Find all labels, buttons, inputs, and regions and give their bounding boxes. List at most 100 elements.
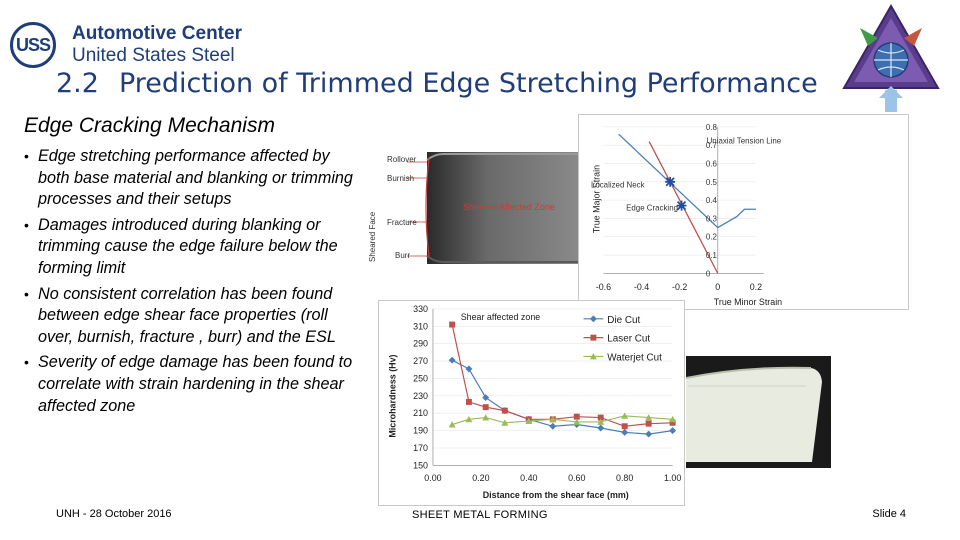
logo-line2: United States Steel — [72, 45, 235, 66]
hardness-x-tick: 0.40 — [520, 473, 537, 483]
triangle-marker — [525, 417, 533, 425]
major-point-label: Localized Neck — [591, 181, 645, 190]
sheared-edge-photo: Sheared Face Rollover Burnish Fracture B… — [368, 152, 580, 264]
diamond-marker — [589, 315, 597, 323]
microhardness-chart: 150 170 190 210 230 250 270 290 310 330 0.00 0.20 0.… — [378, 300, 685, 506]
sheared-face-label: Sheared Face — [368, 211, 377, 262]
triangle-marker — [448, 421, 456, 428]
square-marker — [482, 404, 489, 411]
major-y-tick: 0.3 — [706, 214, 718, 223]
major-series-line — [618, 133, 756, 229]
triangle-marker — [669, 415, 677, 423]
major-chart-ylabel: True Major Strain — [591, 165, 601, 233]
slide-number: Slide 4 — [872, 508, 906, 520]
major-strain-chart: Uniaxial Tension Line Localized Neck Edge… — [578, 114, 909, 310]
section-subtitle: Edge Cracking Mechanism — [24, 114, 275, 137]
corner-globe-logo — [842, 3, 940, 112]
triangle-marker — [465, 415, 473, 423]
major-y-tick: 0.5 — [706, 178, 718, 187]
legend-label: Laser Cut — [607, 334, 650, 345]
square-marker — [669, 419, 676, 426]
major-point-marker — [665, 176, 676, 187]
major-y-tick: 0.6 — [706, 159, 718, 168]
hardness-x-tick: 0.80 — [616, 473, 633, 483]
title-text: Prediction of Trimmed Edge Stretching Pe… — [118, 68, 818, 99]
company-logo: USS Automotive Center United States Stee… — [10, 20, 242, 68]
major-point-marker — [676, 200, 687, 211]
bullet-item: Edge stretching performance affected by … — [22, 146, 360, 211]
diamond-marker — [549, 422, 557, 430]
diamond-marker — [465, 365, 473, 373]
hardness-y-tick: 330 — [413, 304, 428, 314]
affected-zone-label: Sheared Affected Zone — [463, 202, 555, 212]
square-marker — [645, 420, 652, 427]
bullet-list: Edge stretching performance affected by … — [22, 146, 360, 421]
legend-label: Waterjet Cut — [607, 352, 662, 363]
hardness-x-tick: 0.60 — [568, 473, 585, 483]
square-marker — [590, 334, 597, 341]
hardness-y-tick: 190 — [413, 426, 428, 436]
major-x-tick: -0.6 — [596, 282, 611, 292]
triangle-marker — [621, 412, 629, 419]
fracture-label: Fracture — [387, 218, 417, 227]
major-x-tick: -0.2 — [672, 282, 687, 292]
triangle-marker — [549, 415, 557, 423]
hardness-y-tick: 210 — [413, 408, 428, 418]
burnish-label: Burnish — [387, 174, 414, 183]
bullet-item: Damages introduced during blanking or tr… — [22, 215, 360, 280]
diamond-marker — [448, 356, 456, 364]
triangle-marker — [482, 414, 490, 421]
bullet-item: Severity of edge damage has been found t… — [22, 352, 360, 417]
hardness-x-tick: 1.00 — [664, 473, 681, 483]
major-y-tick: 0.7 — [706, 141, 717, 150]
hardness-x-tick: 0.20 — [472, 473, 489, 483]
square-marker — [465, 398, 472, 405]
major-y-tick: 0.1 — [706, 251, 718, 260]
major-series-label: Uniaxial Tension Line — [707, 137, 782, 146]
hardness-xlabel: Distance from the shear face (mm) — [483, 490, 629, 500]
hardness-y-tick: 290 — [413, 339, 428, 349]
trimmed-edge-photo — [686, 356, 831, 468]
hardness-y-tick: 270 — [413, 356, 428, 366]
hardness-x-tick: 0.00 — [424, 473, 441, 483]
legend-label: Die Cut — [607, 315, 640, 326]
square-marker — [573, 413, 580, 420]
diamond-marker — [597, 424, 605, 432]
diamond-marker — [621, 428, 629, 436]
square-marker — [597, 414, 604, 421]
major-y-tick: 0.8 — [706, 123, 718, 132]
major-x-tick: 0 — [715, 282, 720, 292]
uss-mark: USS — [10, 22, 56, 68]
footer-title: SHEET METAL FORMING — [412, 509, 548, 521]
triangle-marker — [573, 418, 581, 425]
square-marker — [621, 423, 628, 430]
diamond-marker — [645, 430, 653, 438]
slide-title: 2.2 Prediction of Trimmed Edge Stretching… — [56, 68, 818, 99]
hardness-y-tick: 230 — [413, 391, 428, 401]
triangle-marker — [645, 414, 653, 421]
hardness-y-tick: 310 — [413, 321, 428, 331]
hardness-annotation: Shear affected zone — [461, 312, 541, 322]
hardness-ylabel: Microhardness (Hv) — [387, 354, 397, 437]
diamond-marker — [669, 427, 677, 435]
major-y-tick: 0.4 — [706, 196, 718, 205]
hardness-y-tick: 170 — [413, 443, 428, 453]
section-number: 2.2 — [56, 68, 99, 99]
logo-line1: Automotive Center — [72, 23, 242, 44]
major-chart-xlabel: True Minor Strain — [714, 297, 782, 307]
footer-date: UNH - 28 October 2016 — [56, 508, 172, 520]
square-marker — [501, 407, 508, 414]
hardness-y-tick: 150 — [413, 460, 428, 470]
major-x-tick: -0.4 — [634, 282, 649, 292]
burr-label: Burr — [395, 251, 410, 260]
triangle-marker — [501, 419, 509, 426]
major-point-label: Edge Cracking — [626, 204, 678, 213]
diamond-marker — [482, 394, 490, 402]
triangle-marker — [597, 418, 605, 425]
major-y-tick: 0 — [706, 269, 711, 278]
triangle-marker — [589, 352, 597, 360]
bullet-item: No consistent correlation has been found… — [22, 284, 360, 349]
hardness-y-tick: 250 — [413, 373, 428, 383]
square-marker — [449, 321, 456, 328]
rollover-label: Rollover — [387, 155, 417, 164]
